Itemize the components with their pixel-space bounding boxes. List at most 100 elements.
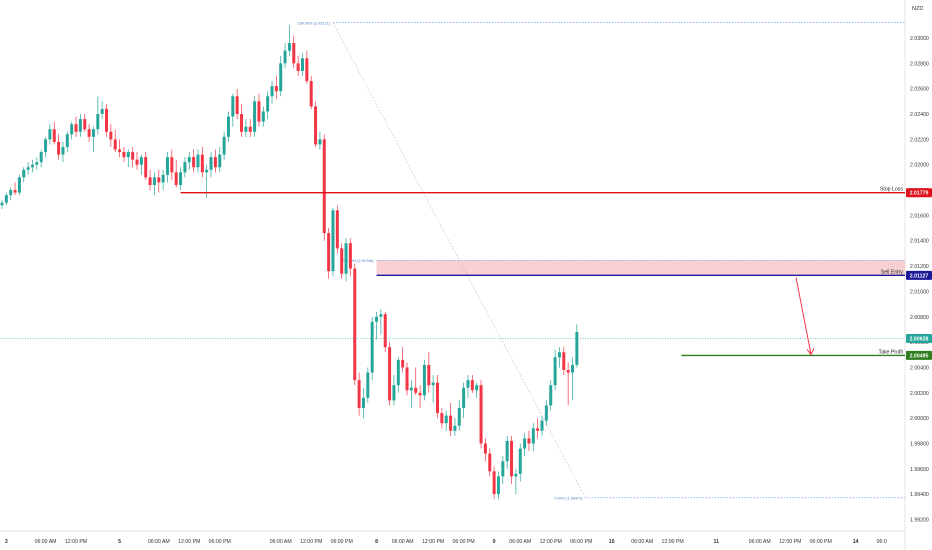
candle-bullish[interactable] [540, 415, 544, 436]
candle-bullish[interactable] [100, 101, 104, 120]
candle-bearish[interactable] [240, 103, 244, 137]
candle-bullish[interactable] [270, 81, 274, 104]
candle-bullish[interactable] [261, 106, 265, 127]
candle-bearish[interactable] [401, 347, 405, 373]
candle-bullish[interactable] [409, 380, 413, 408]
candle-bullish[interactable] [222, 131, 226, 160]
candle-bearish[interactable] [562, 347, 566, 376]
candle-bullish[interactable] [475, 382, 479, 398]
candle-bullish[interactable] [283, 43, 287, 69]
candle-bullish[interactable] [96, 96, 100, 135]
candle-bearish[interactable] [527, 430, 531, 452]
candle-bearish[interactable] [118, 139, 122, 158]
candle-bullish[interactable] [318, 131, 322, 150]
candle-bearish[interactable] [113, 129, 117, 153]
candle-bullish[interactable] [553, 349, 557, 391]
candle-bullish[interactable] [22, 167, 26, 183]
candle-bearish[interactable] [83, 114, 87, 132]
candle-bullish[interactable] [457, 400, 461, 431]
candle-bullish[interactable] [179, 167, 183, 191]
candle-bullish[interactable] [44, 136, 48, 158]
candle-bullish[interactable] [183, 157, 187, 178]
candle-bullish[interactable] [279, 55, 283, 97]
candle-bearish[interactable] [122, 146, 126, 163]
candle-bullish[interactable] [523, 433, 527, 457]
candle-bullish[interactable] [139, 154, 143, 175]
candle-bullish[interactable] [266, 91, 270, 120]
settings-icon[interactable] [909, 534, 927, 546]
candle-bullish[interactable] [518, 443, 522, 482]
candle-bearish[interactable] [405, 362, 409, 396]
candle-bearish[interactable] [157, 169, 161, 193]
candle-bullish[interactable] [453, 418, 457, 436]
candle-bullish[interactable] [514, 468, 518, 495]
candle-bullish[interactable] [126, 149, 130, 168]
candle-bearish[interactable] [340, 243, 344, 279]
candle-bullish[interactable] [531, 423, 535, 452]
candle-bullish[interactable] [331, 207, 335, 277]
candle-bearish[interactable] [353, 263, 357, 386]
candle-bullish[interactable] [505, 435, 509, 469]
candle-bullish[interactable] [253, 96, 257, 137]
candle-bullish[interactable] [379, 309, 383, 335]
candle-bullish[interactable] [557, 347, 561, 368]
candle-bearish[interactable] [292, 35, 296, 69]
candle-bullish[interactable] [571, 357, 575, 401]
candle-bullish[interactable] [344, 238, 348, 282]
candle-bearish[interactable] [109, 124, 113, 147]
candle-bullish[interactable] [375, 311, 379, 340]
candle-bullish[interactable] [244, 119, 248, 137]
candle-bullish[interactable] [48, 124, 52, 145]
candle-bearish[interactable] [200, 146, 204, 178]
candle-bearish[interactable] [148, 169, 152, 191]
candle-bearish[interactable] [479, 380, 483, 449]
candle-bearish[interactable] [105, 103, 109, 137]
candle-bullish[interactable] [9, 187, 13, 201]
candle-bullish[interactable] [300, 53, 304, 77]
candle-bullish[interactable] [61, 141, 65, 163]
candle-bullish[interactable] [91, 126, 95, 153]
candle-bearish[interactable] [418, 385, 422, 408]
candle-bullish[interactable] [0, 200, 4, 210]
candle-bullish[interactable] [431, 375, 435, 403]
candle-bullish[interactable] [287, 25, 291, 56]
candle-bullish[interactable] [161, 169, 165, 191]
candle-bearish[interactable] [257, 93, 261, 127]
candle-bullish[interactable] [366, 367, 370, 403]
candle-bearish[interactable] [235, 88, 239, 120]
candle-bearish[interactable] [327, 228, 331, 279]
candle-bullish[interactable] [462, 382, 466, 419]
candle-bearish[interactable] [449, 402, 453, 436]
candle-bullish[interactable] [361, 387, 365, 419]
sell-zone[interactable] [376, 260, 905, 276]
candle-bullish[interactable] [165, 152, 169, 183]
candle-bearish[interactable] [192, 149, 196, 173]
candle-bullish[interactable] [226, 111, 230, 142]
candle-bullish[interactable] [549, 380, 553, 411]
candle-bullish[interactable] [70, 121, 74, 140]
candle-bearish[interactable] [135, 152, 139, 170]
candle-bullish[interactable] [496, 471, 500, 500]
candle-bearish[interactable] [510, 435, 514, 485]
candle-bearish[interactable] [536, 418, 540, 439]
candle-bullish[interactable] [35, 157, 39, 170]
candle-bearish[interactable] [213, 149, 217, 173]
candle-bullish[interactable] [444, 410, 448, 431]
candle-bearish[interactable] [170, 149, 174, 180]
projection-arrow[interactable] [795, 277, 812, 355]
candle-bullish[interactable] [4, 192, 8, 206]
candle-bullish[interactable] [392, 375, 396, 406]
candle-bullish[interactable] [17, 174, 21, 196]
candle-bullish[interactable] [466, 375, 470, 398]
candle-bearish[interactable] [427, 352, 431, 393]
candle-bearish[interactable] [57, 134, 61, 160]
candle-bearish[interactable] [309, 76, 313, 109]
candle-bullish[interactable] [501, 456, 505, 485]
candle-bearish[interactable] [52, 121, 56, 145]
candle-bearish[interactable] [348, 238, 352, 277]
candle-bearish[interactable] [296, 55, 300, 77]
candle-bullish[interactable] [370, 316, 374, 381]
candle-bearish[interactable] [174, 159, 178, 188]
candle-bearish[interactable] [13, 182, 17, 196]
